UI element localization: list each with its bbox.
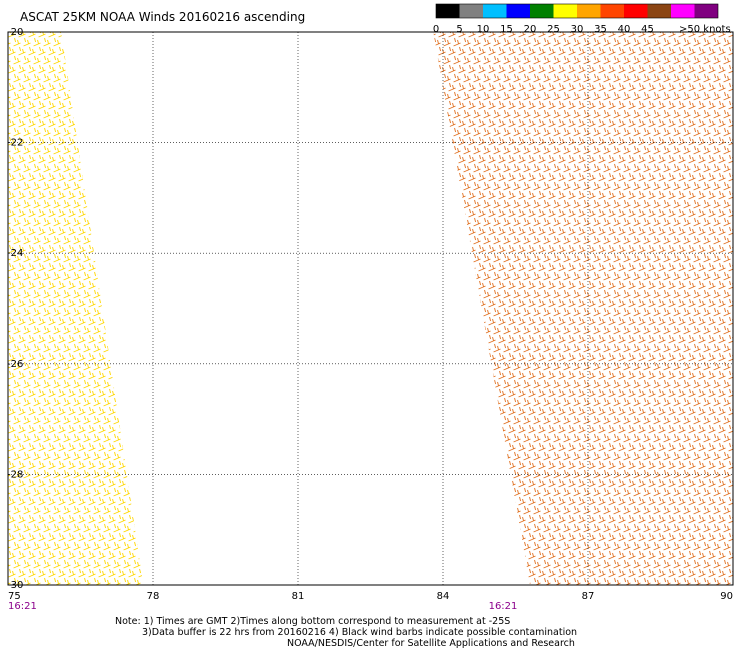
longitude-label: 81 — [292, 591, 305, 602]
colorbar-label: 25 — [547, 24, 560, 35]
colorbar-swatch — [553, 4, 577, 18]
colorbar-swatch — [600, 4, 624, 18]
latitude-label: -24 — [7, 248, 23, 259]
colorbar-label: 30 — [571, 24, 584, 35]
colorbar-swatch — [624, 4, 648, 18]
colorbar-swatch — [459, 4, 483, 18]
longitude-label: 78 — [147, 591, 160, 602]
notes-block: Note: 1) Times are GMT 2)Times along bot… — [115, 616, 735, 649]
colorbar-label: 20 — [524, 24, 537, 35]
longitude-label: 84 — [437, 591, 450, 602]
colorbar-label: 15 — [500, 24, 513, 35]
note-line-1: Note: 1) Times are GMT 2)Times along bot… — [115, 616, 511, 627]
latitude-label: -28 — [7, 469, 23, 480]
colorbar-label: 40 — [618, 24, 631, 35]
note-line-3: NOAA/NESDIS/Center for Satellite Applica… — [287, 638, 575, 649]
colorbar-label: 10 — [477, 24, 490, 35]
swath-time-label: 16:21 — [8, 601, 37, 612]
colorbar-label: 5 — [456, 24, 462, 35]
colorbar-label: 0 — [433, 24, 439, 35]
note-line-2: 3)Data buffer is 22 hrs from 20160216 4)… — [142, 627, 578, 638]
longitude-label: 90 — [720, 591, 733, 602]
colorbar-swatch — [647, 4, 671, 18]
latitude-label: -30 — [7, 580, 23, 591]
latitude-label: -26 — [7, 359, 23, 370]
wind-speed-colorbar: 0 5 10 15 20 25 30 35 40 45 >50 knots — [433, 3, 731, 35]
colorbar-swatch — [671, 4, 695, 18]
colorbar-swatch — [506, 4, 530, 18]
colorbar-swatch — [436, 4, 460, 18]
colorbar-label: 35 — [594, 24, 607, 35]
colorbar-swatch — [530, 4, 554, 18]
west-swath — [8, 32, 144, 585]
colorbar-label: 45 — [641, 24, 654, 35]
swath-time-label: 16:21 — [489, 601, 518, 612]
longitude-label: 87 — [582, 591, 595, 602]
map-title: ASCAT 25KM NOAA Winds 20160216 ascending — [20, 10, 306, 24]
colorbar-swatch — [483, 4, 507, 18]
colorbar-label: >50 knots — [679, 24, 731, 35]
longitude-label: 75 — [8, 591, 21, 602]
colorbar-swatch — [694, 4, 718, 18]
colorbar-swatch — [577, 4, 601, 18]
east-swath-barbs — [433, 32, 733, 585]
latitude-label: -22 — [7, 138, 23, 149]
latitude-label: -20 — [7, 27, 23, 38]
